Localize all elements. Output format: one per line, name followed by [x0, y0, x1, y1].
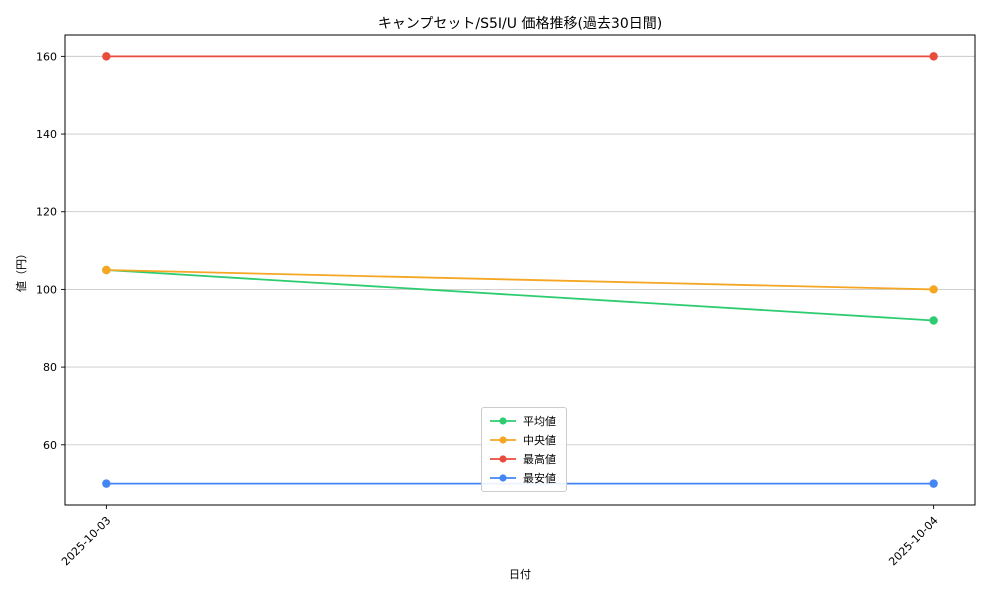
y-tick-label: 80 [43, 361, 57, 374]
y-axis-label: 値（円） [15, 248, 28, 292]
legend-marker [490, 417, 516, 425]
axes-frame [64, 34, 976, 506]
data-point [929, 52, 938, 61]
y-tick-label: 120 [36, 206, 57, 219]
y-tick-label: 140 [36, 128, 57, 141]
legend-label: 最安値 [523, 472, 556, 485]
legend-marker [490, 455, 516, 463]
legend-marker [490, 436, 516, 444]
legend-label: 中央値 [523, 434, 556, 447]
data-point [102, 479, 111, 488]
x-tick-label: 2025-10-04 [886, 514, 940, 568]
legend-marker [490, 474, 516, 482]
legend-label: 最高値 [523, 453, 556, 466]
x-axis-label: 日付 [509, 568, 531, 581]
y-tick-label: 60 [43, 439, 57, 452]
legend-entry: 中央値 [489, 432, 556, 448]
legend: 平均値中央値最高値最安値 [481, 407, 567, 492]
data-point [929, 316, 938, 325]
data-point [102, 265, 111, 275]
legend-label: 平均値 [523, 415, 556, 428]
x-tick-label: 2025-10-03 [59, 514, 113, 568]
data-point [929, 285, 938, 294]
series-line [106, 269, 934, 291]
data-point [102, 52, 111, 61]
y-tick-label: 100 [36, 283, 57, 296]
legend-entry: 平均値 [489, 413, 556, 429]
data-point [929, 479, 938, 488]
legend-entry: 最高値 [489, 451, 556, 467]
series-line [106, 269, 934, 322]
y-tick-label: 160 [36, 50, 57, 63]
chart-title: キャンプセット/S5I/U 価格推移(過去30日間) [377, 16, 663, 32]
legend-entry: 最安値 [489, 470, 556, 486]
